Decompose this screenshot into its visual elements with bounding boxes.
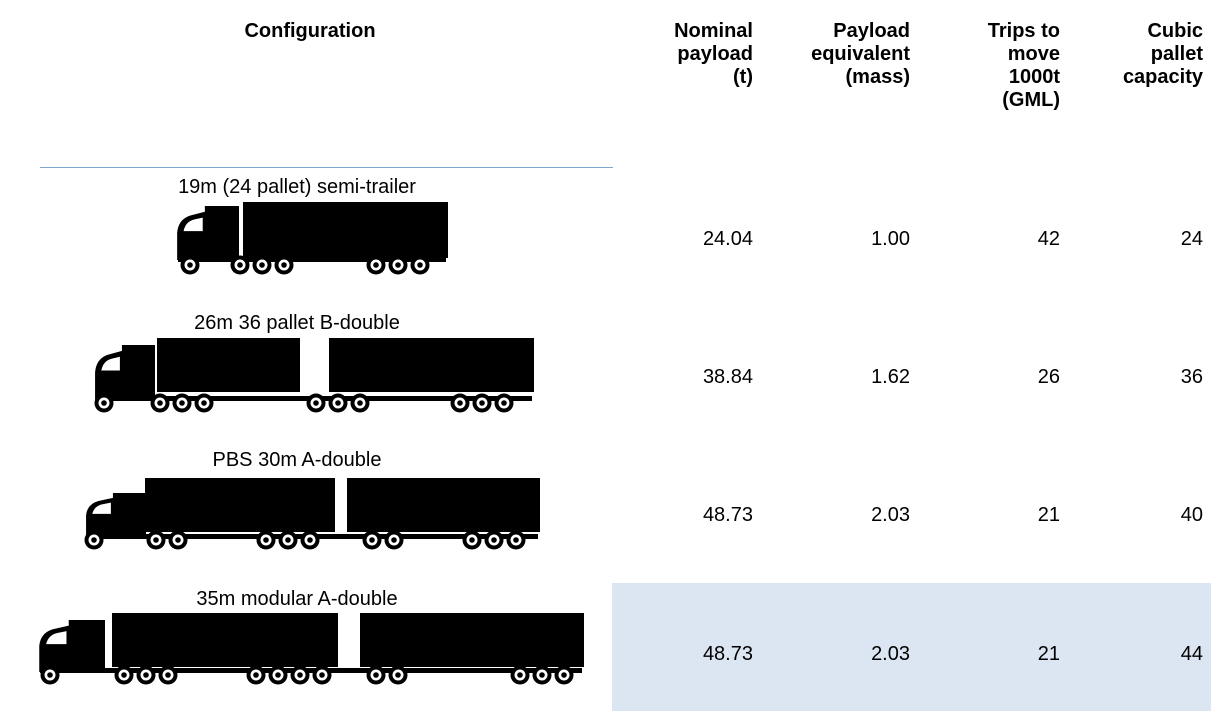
header-line: Nominal	[593, 20, 753, 43]
header-line: capacity	[1043, 66, 1203, 89]
header-line: (t)	[593, 66, 753, 89]
header-line: (GML)	[900, 89, 1060, 112]
cell-value: 38.84	[613, 366, 753, 389]
cell-value: 48.73	[613, 643, 753, 666]
page: {"table": { "header": { "configuration":…	[0, 0, 1211, 711]
cell-value: 42	[920, 228, 1060, 251]
configuration-label: 19m (24 pallet) semi-trailer	[37, 176, 557, 199]
cell-value: 2.03	[770, 643, 910, 666]
header-line: move	[900, 43, 1060, 66]
configuration-label: 35m modular A-double	[37, 588, 557, 611]
column-header: Configuration	[110, 20, 510, 43]
cell-value: 44	[1063, 643, 1203, 666]
configuration-label: PBS 30m A-double	[37, 449, 557, 472]
cell-value: 21	[920, 643, 1060, 666]
cell-value: 1.62	[770, 366, 910, 389]
header-line: (mass)	[750, 66, 910, 89]
header-line: Payload	[750, 20, 910, 43]
cell-value: 24	[1063, 228, 1203, 251]
header-line: Cubic	[1043, 20, 1203, 43]
cell-value: 26	[920, 366, 1060, 389]
truck-2	[95, 338, 535, 413]
cell-value: 24.04	[613, 228, 753, 251]
truck-1	[177, 202, 448, 275]
truck-3	[85, 478, 541, 550]
header-line: Trips to	[900, 20, 1060, 43]
configuration-label: 26m 36 pallet B-double	[37, 312, 557, 335]
header-line: pallet	[1043, 43, 1203, 66]
cell-value: 2.03	[770, 504, 910, 527]
cell-value: 48.73	[613, 504, 753, 527]
header-line: equivalent	[750, 43, 910, 66]
header-line: payload	[593, 43, 753, 66]
cell-value: 36	[1063, 366, 1203, 389]
header-line: 1000t	[900, 66, 1060, 89]
truck-4	[39, 613, 584, 685]
cell-value: 1.00	[770, 228, 910, 251]
cell-value: 21	[920, 504, 1060, 527]
cell-value: 40	[1063, 504, 1203, 527]
